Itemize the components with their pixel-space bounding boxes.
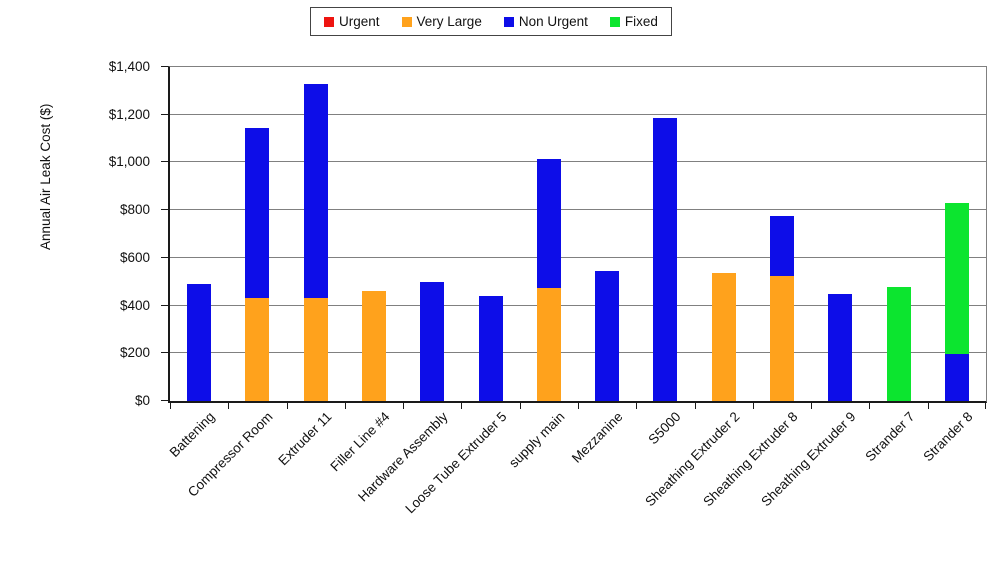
- y-tick-label: $800: [119, 202, 150, 218]
- legend-label-very-large: Very Large: [416, 14, 482, 29]
- bar-segment-non-urgent: [770, 216, 794, 276]
- x-tick-mark: [344, 403, 346, 409]
- y-tick-mark: [161, 161, 168, 163]
- x-tick-mark: [403, 403, 405, 409]
- legend: Urgent Very Large Non Urgent Fixed: [310, 7, 672, 36]
- legend-label-fixed: Fixed: [624, 14, 658, 29]
- x-tick-mark: [461, 403, 463, 409]
- bar-mezzanine: [595, 270, 620, 401]
- bar-extruder-11: [303, 83, 328, 401]
- bar-battening: [187, 284, 212, 401]
- bar-segment-very-large: [770, 275, 794, 401]
- bar-s5000: [653, 118, 678, 401]
- x-axis-ticks: [170, 403, 986, 409]
- x-tick-mark: [985, 403, 986, 409]
- y-tick-mark: [161, 304, 168, 306]
- bar-segment-non-urgent: [653, 118, 678, 401]
- y-tick-label: $1,400: [108, 59, 150, 74]
- bar-segment-non-urgent: [595, 270, 620, 401]
- x-tick-mark: [286, 403, 288, 409]
- bar-sheathing-extruder-8: [770, 216, 794, 401]
- gridline: [170, 161, 986, 163]
- bar-segment-non-urgent: [536, 158, 561, 288]
- y-axis-ticks: [161, 66, 168, 401]
- gridline: [170, 209, 986, 211]
- bar-compressor-room: [245, 127, 270, 401]
- y-tick-mark: [161, 113, 168, 115]
- bar-segment-non-urgent: [420, 281, 445, 401]
- bar-segment-non-urgent: [478, 296, 503, 401]
- bar-filler-line-4: [362, 291, 386, 401]
- y-tick-mark: [161, 66, 168, 67]
- y-tick-label: $1,200: [108, 106, 150, 122]
- y-tick-label: $0: [134, 393, 150, 408]
- y-tick-mark: [161, 209, 168, 211]
- bar-hardware-assembly: [420, 281, 445, 401]
- x-axis-labels: Battening Compressor Room Extruder 11 Fille…: [167, 409, 986, 547]
- legend-item-urgent: Urgent: [324, 14, 380, 29]
- x-tick-mark: [694, 403, 696, 409]
- gridline: [170, 113, 986, 115]
- y-tick-mark: [161, 256, 168, 258]
- bar-segment-fixed: [886, 286, 911, 401]
- legend-swatch-urgent: [324, 16, 334, 27]
- legend-swatch-very-large: [401, 16, 412, 27]
- bar-strander-8: [944, 203, 969, 401]
- y-tick-label: $400: [119, 297, 150, 313]
- bar-segment-very-large: [711, 273, 736, 401]
- x-tick-mark: [170, 403, 171, 409]
- legend-item-non-urgent: Non Urgent: [503, 14, 588, 29]
- x-tick-mark: [752, 403, 754, 409]
- bar-sheathing-extruder-2: [711, 273, 736, 401]
- bar-strander-7: [886, 286, 911, 401]
- gridline: [170, 352, 986, 354]
- y-tick-label: $600: [119, 249, 150, 265]
- y-tick-label: $1,000: [108, 154, 150, 170]
- x-tick-mark: [578, 403, 579, 409]
- bar-segment-very-large: [536, 287, 561, 401]
- gridline: [170, 304, 986, 306]
- y-tick-label: $200: [119, 345, 150, 361]
- legend-label-urgent: Urgent: [339, 14, 380, 29]
- bar-sheathing-extruder-9: [828, 293, 853, 401]
- y-axis-labels: $0 $200 $400 $600 $800 $1,000 $1,200 $1,400: [0, 60, 158, 408]
- gridline: [170, 256, 986, 258]
- x-tick-mark: [636, 403, 638, 409]
- legend-item-fixed: Fixed: [609, 14, 658, 29]
- x-tick-mark: [811, 403, 813, 409]
- bar-segment-non-urgent: [828, 293, 853, 401]
- x-tick-mark: [228, 403, 230, 409]
- x-tick-mark: [519, 403, 521, 409]
- bar-segment-non-urgent: [944, 354, 969, 401]
- bar-segment-non-urgent: [303, 83, 328, 299]
- legend-swatch-non-urgent: [503, 16, 514, 27]
- y-tick-mark: [161, 352, 168, 354]
- bar-segment-non-urgent: [245, 127, 270, 299]
- bar-segment-very-large: [303, 298, 328, 401]
- bar-segment-fixed: [944, 203, 969, 355]
- x-tick-mark: [869, 403, 871, 409]
- bar-segment-very-large: [245, 298, 270, 401]
- x-tick-mark: [927, 403, 929, 409]
- y-tick-mark: [161, 400, 168, 401]
- bar-segment-non-urgent: [187, 284, 212, 401]
- legend-swatch-fixed: [609, 16, 620, 27]
- legend-item-very-large: Very Large: [401, 14, 482, 29]
- bar-segment-very-large: [362, 291, 386, 401]
- plot-area: [168, 66, 987, 403]
- bar-supply-main: [536, 158, 561, 401]
- bar-loose-tube-extruder-5: [478, 296, 503, 401]
- legend-label-non-urgent: Non Urgent: [518, 14, 588, 29]
